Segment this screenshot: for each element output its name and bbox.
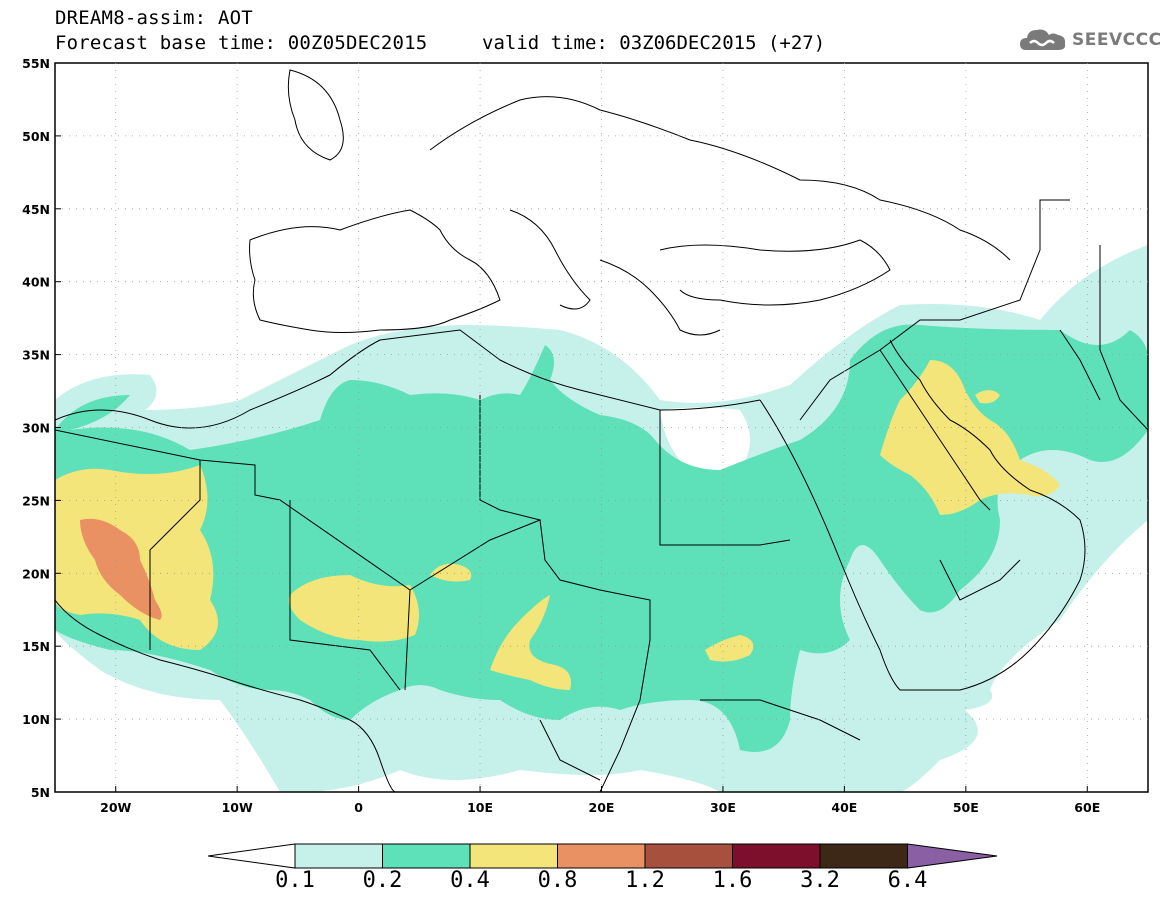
forecast-base-time: Forecast base time: 00Z05DEC2015 xyxy=(55,32,428,54)
lat-tick-label: 55N xyxy=(22,56,50,71)
aot-region-high-mali xyxy=(288,575,419,642)
lat-tick-label: 30N xyxy=(22,421,50,436)
lon-tick-label: 20W xyxy=(100,800,131,815)
colorbar-label: 1.2 xyxy=(625,868,665,893)
colorbar-bin xyxy=(294,843,383,869)
colorbar-high-arrow xyxy=(907,843,998,869)
lat-tick-label: 40N xyxy=(22,275,50,290)
lon-tick-label: 10E xyxy=(467,800,493,815)
lat-tick-label: 35N xyxy=(22,348,50,363)
colorbar-label: 1.6 xyxy=(712,868,753,893)
logo-text: SEEVCCC xyxy=(1072,30,1162,50)
lat-tick-label: 45N xyxy=(22,202,50,217)
colorbar xyxy=(207,843,998,869)
map-title: DREAM8-assim: AOT xyxy=(55,7,253,29)
aot-region-very-high xyxy=(80,518,162,620)
graticule xyxy=(55,63,1148,792)
colorbar-label: 6.4 xyxy=(887,868,928,893)
longitude-axis: 20W 10W 0 10E 20E 30E 40E 50E 60E xyxy=(100,786,1100,815)
aot-region-high-niger xyxy=(430,563,472,582)
colorbar-bin xyxy=(382,843,471,869)
lat-tick-label: 5N xyxy=(31,785,50,800)
colorbar-label: 0.8 xyxy=(537,868,578,893)
colorbar-bin xyxy=(557,843,646,869)
coastlines xyxy=(55,69,1148,792)
lon-tick-label: 0 xyxy=(354,800,363,815)
cloud-icon xyxy=(1020,29,1066,50)
lat-tick-label: 20N xyxy=(22,566,50,581)
aot-region-high-sudan xyxy=(705,635,754,662)
lon-tick-label: 30E xyxy=(710,800,736,815)
colorbar-bin xyxy=(819,843,908,869)
colorbar-low-arrow xyxy=(207,843,296,869)
colorbar-bin xyxy=(644,843,733,869)
colorbar-label: 3.2 xyxy=(800,868,840,893)
aot-region-high-iraq-spot xyxy=(975,390,1000,404)
lon-tick-label: 60E xyxy=(1074,800,1100,815)
lon-tick-label: 40E xyxy=(831,800,857,815)
seevccc-logo: SEEVCCC xyxy=(1018,24,1161,56)
colorbar-bin xyxy=(732,843,821,869)
lat-tick-label: 15N xyxy=(22,639,50,654)
colorbar-label: 0.1 xyxy=(275,868,315,893)
colorbar-bin xyxy=(469,843,558,869)
colorbar-label: 0.2 xyxy=(362,868,403,893)
lat-tick-label: 10N xyxy=(22,712,50,727)
lon-tick-label: 20E xyxy=(589,800,615,815)
aot-region-high-gulf xyxy=(880,360,1060,515)
lon-tick-label: 10W xyxy=(222,800,253,815)
latitude-axis: 55N 50N 45N 40N 35N 30N 25N 20N 15N 10N 5N xyxy=(22,56,61,800)
colorbar-label: 0.4 xyxy=(450,868,490,893)
valid-time: valid time: 03Z06DEC2015 (+27) xyxy=(482,32,826,54)
lat-tick-label: 25N xyxy=(22,493,50,508)
aot-region-high-chad xyxy=(490,595,571,690)
aot-clear-egypt xyxy=(660,407,750,475)
lon-tick-label: 50E xyxy=(953,800,979,815)
lat-tick-label: 50N xyxy=(22,129,50,144)
